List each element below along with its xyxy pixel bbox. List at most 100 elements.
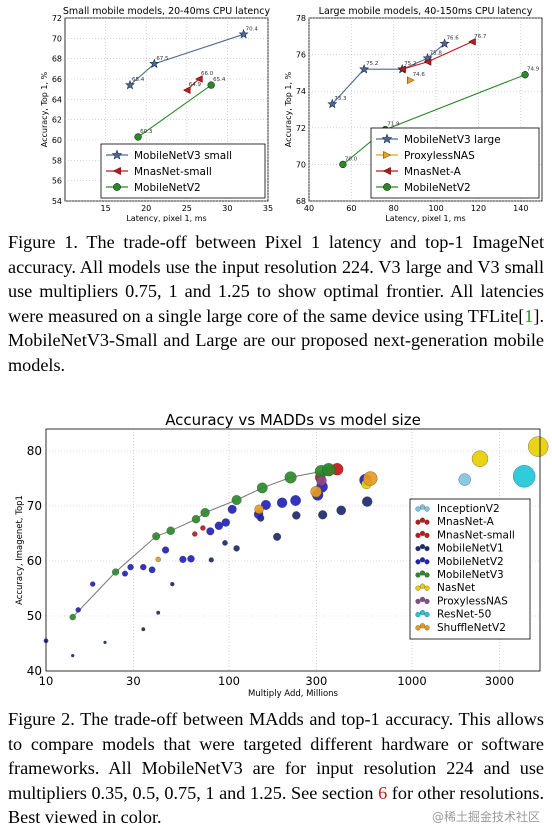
legend-label-mnasnet-small: MnasNet-small <box>134 166 212 178</box>
data-label: 64.9 <box>189 82 202 88</box>
mobilenetv3-large-point <box>327 98 338 109</box>
section-link[interactable]: 6 <box>378 782 388 803</box>
mobilenetv2-point <box>214 521 224 530</box>
y-tick-label: 56 <box>52 177 62 186</box>
legend-marker-proxylessnas <box>415 598 421 604</box>
mobilenetv3-point <box>231 495 242 505</box>
x-tick-label: 1000 <box>397 674 426 688</box>
mobilenetv3-point <box>256 482 268 494</box>
y-tick-label: 62 <box>52 116 62 125</box>
mobilenetv1-point <box>273 532 282 541</box>
data-label: 75.8 <box>430 50 443 56</box>
y-tick-label: 80 <box>27 444 42 458</box>
y-tick-label: 54 <box>52 197 62 206</box>
mobilenetv2-point <box>90 581 96 587</box>
mobilenetv3-point <box>166 526 175 535</box>
data-label: 75.2 <box>404 61 416 67</box>
shufflenetv2-point <box>254 504 264 514</box>
legend-marker-mobilenetv1 <box>424 546 430 552</box>
y-tick-label: 76 <box>296 51 306 60</box>
legend-marker-nasnet <box>424 585 430 591</box>
mnasnet-small-point <box>200 525 206 531</box>
mobilenetv2-point <box>140 563 147 571</box>
data-label: 60.3 <box>140 129 153 135</box>
mobilenetv2-point <box>206 527 215 536</box>
legend-marker-proxylessnas <box>419 596 426 602</box>
legend-marker-mnasnet-small <box>419 530 426 536</box>
legend-label-mnasnet-a: MnasNet-A <box>437 516 495 528</box>
mobilenetv2-point <box>276 497 288 508</box>
mobilenetv3-large-line <box>331 43 445 105</box>
y-tick-label: 68 <box>52 55 62 64</box>
plot-frame <box>308 17 543 202</box>
figure-2-label: Figure 2. <box>8 709 75 729</box>
y-tick-label: 40 <box>27 664 42 678</box>
legend-box <box>409 498 531 640</box>
mobilenetv3-point <box>191 515 201 524</box>
shufflenetv2-point <box>310 486 322 498</box>
legend-label-proxylessnas: ProxylessNAS <box>404 150 475 162</box>
x-tick-label: 10 <box>39 674 54 688</box>
data-label: 65.4 <box>132 77 145 83</box>
mobilenetv2-point <box>221 518 230 527</box>
citation-link[interactable]: 1 <box>524 305 534 326</box>
legend-label-mobilenetv3-large: MobileNetV3 large <box>404 134 501 146</box>
figure-1-label: Figure 1. <box>8 232 78 252</box>
legend-label-mobilenetv3-small: MobileNetV3 small <box>134 150 232 162</box>
data-label: 65.4 <box>213 77 226 83</box>
mobilenetv2-point <box>75 607 81 613</box>
y-tick-label: 50 <box>27 609 42 623</box>
legend-marker-mnasnet-small <box>112 166 121 176</box>
mobilenetv3-small-point <box>238 28 249 39</box>
mobilenetv2-line <box>137 84 212 138</box>
mobilenetv2-point <box>148 566 156 574</box>
legend-marker-mobilenetv3 <box>419 570 426 576</box>
legend-box <box>370 127 540 199</box>
shufflenetv2-point <box>155 556 161 563</box>
legend-marker-mobilenetv2 <box>424 559 430 565</box>
mobilenetv1-point <box>156 610 161 615</box>
legend-marker-nasnet <box>415 585 421 591</box>
mobilenetv2-point <box>127 563 134 571</box>
mobilenetv2-point <box>339 160 347 169</box>
x-tick-label: 120 <box>471 204 486 213</box>
mnasnet-small-point <box>195 75 203 83</box>
shufflenetv2-point <box>363 471 378 486</box>
mobilenetv1-point <box>170 581 175 587</box>
legend-marker-nasnet <box>419 583 426 589</box>
legend-marker-mnasnet-a <box>415 519 421 525</box>
data-label: 71.9 <box>387 122 400 128</box>
legend-label-mobilenetv2: MobileNetV2 <box>134 182 201 194</box>
y-tick-label: 72 <box>52 14 62 23</box>
figure-2-caption: Figure 2. The trade-off between MAdds an… <box>8 707 544 830</box>
legend-marker-inceptionv2 <box>419 504 426 510</box>
legend-label-proxylessnas: ProxylessNAS <box>437 595 508 607</box>
x-tick-label: 25 <box>182 204 192 213</box>
legend-label-mobilenetv3: MobileNetV3 <box>437 569 504 581</box>
x-axis-label: Latency, pixel 1, ms <box>126 214 206 222</box>
data-label: 66.0 <box>201 71 214 77</box>
chart-title: Small mobile models, 20-40ms CPU latency <box>63 6 271 17</box>
figure-1-text: The trade-off between Pixel 1 latency an… <box>8 232 545 326</box>
mobilenetv3-point <box>200 508 210 518</box>
proxylessnas-point <box>316 475 327 486</box>
x-tick-label: 80 <box>389 204 399 213</box>
mobilenetv2-point <box>162 546 170 554</box>
legend-label-mobilenetv1: MobileNetV1 <box>437 543 504 555</box>
chart-large-mobile: Large mobile models, 40-150ms CPU latenc… <box>284 6 543 222</box>
legend-box <box>100 143 266 199</box>
legend-label-shufflenetv2: ShuffleNetV2 <box>437 622 506 634</box>
data-label: 73.3 <box>334 96 347 102</box>
y-tick-label: 70 <box>296 160 306 169</box>
x-tick-label: 30 <box>222 204 232 213</box>
mobilenetv2-point <box>260 499 271 510</box>
mobilenetv3-small-point <box>149 58 160 68</box>
x-tick-label: 140 <box>513 204 528 213</box>
mobilenetv2-point <box>134 133 142 141</box>
x-tick-label: 40 <box>304 204 314 213</box>
figure-1-text-end: ]. MobileNetV3-Small and Large are our p… <box>8 305 544 375</box>
legend-marker-mobilenetv2 <box>415 559 421 565</box>
resnet-50-point <box>513 465 536 488</box>
mnasnet-a-point <box>468 37 476 46</box>
figure-2-text: The trade-off between MAdds and top-1 ac… <box>8 709 544 803</box>
